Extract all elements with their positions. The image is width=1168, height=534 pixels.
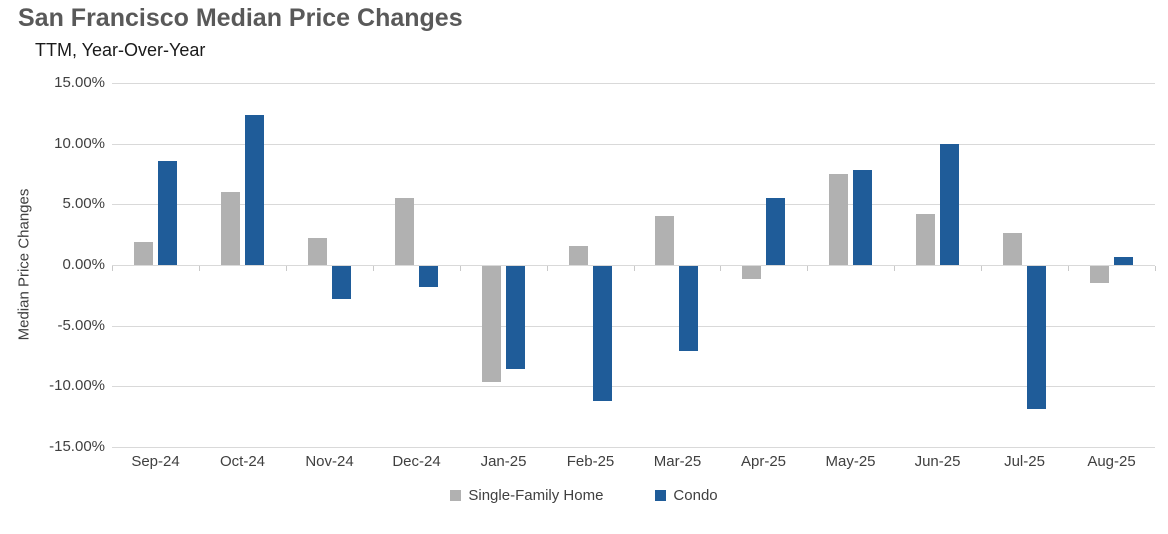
legend-label: Condo xyxy=(673,487,718,504)
gridline xyxy=(112,265,1155,266)
bar-dec-24-condo xyxy=(419,266,438,287)
x-axis-tick xyxy=(634,266,635,271)
bar-jun-25-condo xyxy=(940,144,959,265)
bar-nov-24-condo xyxy=(332,266,351,299)
y-tick-label: -5.00% xyxy=(57,316,105,334)
gridline xyxy=(112,386,1155,387)
bar-mar-25-single-family xyxy=(655,216,674,265)
bar-jan-25-single-family xyxy=(482,266,501,382)
bar-nov-24-single-family xyxy=(308,238,327,265)
bar-oct-24-single-family xyxy=(221,192,240,265)
bar-dec-24-single-family xyxy=(395,198,414,265)
x-axis-label-aug-25: Aug-25 xyxy=(1087,453,1136,470)
x-axis-tick xyxy=(1068,266,1069,271)
gridline xyxy=(112,447,1155,448)
x-axis-tick xyxy=(894,266,895,271)
chart-title: San Francisco Median Price Changes xyxy=(18,4,463,32)
bar-jul-25-condo xyxy=(1027,266,1046,409)
y-tick-label: -10.00% xyxy=(49,377,105,395)
legend: Single-Family Home Condo xyxy=(0,487,1168,504)
legend-label: Single-Family Home xyxy=(468,487,604,504)
y-tick-label: 10.00% xyxy=(54,134,105,152)
legend-swatch-icon xyxy=(450,490,462,501)
bar-mar-25-condo xyxy=(679,266,698,351)
x-axis-label-jul-25: Jul-25 xyxy=(1004,453,1045,470)
x-axis-tick xyxy=(981,266,982,271)
x-axis-label-apr-25: Apr-25 xyxy=(740,453,787,470)
bar-aug-25-condo xyxy=(1114,257,1133,265)
bar-feb-25-single-family xyxy=(569,246,588,265)
gridline xyxy=(112,326,1155,327)
bar-sep-24-condo xyxy=(158,161,177,265)
x-axis-tick xyxy=(112,266,113,271)
x-axis-label-dec-24: Dec-24 xyxy=(392,453,441,470)
x-axis-label-nov-24: Nov-24 xyxy=(305,453,354,470)
legend-item-condo: Condo xyxy=(655,487,718,504)
x-axis-tick xyxy=(286,266,287,271)
y-tick-label: -15.00% xyxy=(49,438,105,455)
x-axis-tick xyxy=(460,266,461,271)
y-tick-label: 5.00% xyxy=(62,195,105,213)
gridline xyxy=(112,204,1155,205)
x-axis-tick xyxy=(199,266,200,271)
x-axis-label-jan-25: Jan-25 xyxy=(480,453,527,470)
x-axis-tick xyxy=(373,266,374,271)
bar-feb-25-condo xyxy=(593,266,612,401)
chart-subtitle: TTM, Year-Over-Year xyxy=(35,40,206,60)
bar-aug-25-single-family xyxy=(1090,266,1109,283)
plot-area xyxy=(112,83,1156,448)
x-axis-tick xyxy=(547,266,548,271)
bar-oct-24-condo xyxy=(245,115,264,265)
bar-may-25-single-family xyxy=(829,174,848,265)
x-axis-tick xyxy=(720,266,721,271)
bar-jul-25-single-family xyxy=(1003,233,1022,265)
x-axis-label-oct-24: Oct-24 xyxy=(219,453,265,470)
x-axis-tick xyxy=(1155,266,1156,271)
gridline xyxy=(112,83,1155,84)
x-axis-label-feb-25: Feb-25 xyxy=(566,453,615,470)
x-axis-label-mar-25: Mar-25 xyxy=(653,453,702,470)
bar-jun-25-single-family xyxy=(916,214,935,265)
x-axis-label-sep-24: Sep-24 xyxy=(131,453,180,470)
y-tick-label: 0.00% xyxy=(62,256,105,273)
gridline xyxy=(112,144,1155,145)
x-axis-label-jun-25: Jun-25 xyxy=(914,453,961,470)
bar-jan-25-condo xyxy=(506,266,525,369)
bar-apr-25-condo xyxy=(766,198,785,265)
y-tick-label: 15.00% xyxy=(54,74,105,91)
bar-apr-25-single-family xyxy=(742,266,761,279)
x-axis-label-may-25: May-25 xyxy=(825,453,876,470)
bar-may-25-condo xyxy=(853,170,872,265)
legend-swatch-icon xyxy=(655,490,667,501)
bar-sep-24-single-family xyxy=(134,242,153,265)
legend-item-single-family-home: Single-Family Home xyxy=(450,487,603,504)
x-axis-tick xyxy=(807,266,808,271)
